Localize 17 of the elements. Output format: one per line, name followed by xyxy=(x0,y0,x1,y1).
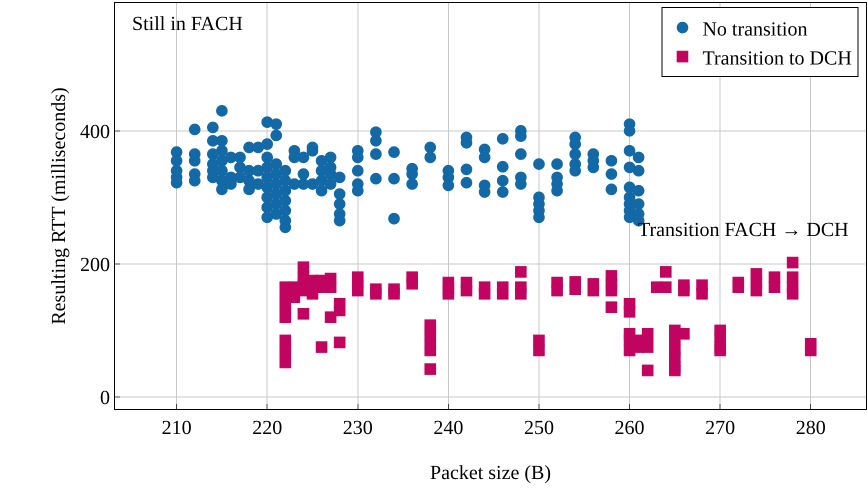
x-tick-label: 240 xyxy=(433,417,464,439)
annotation: Transition FACH → DCH xyxy=(638,219,849,241)
x-tick-label: 250 xyxy=(524,417,554,439)
legend-label: Transition to DCH xyxy=(702,47,852,70)
y-tick-label: 200 xyxy=(80,254,110,276)
x-tick-label: 220 xyxy=(252,417,282,439)
x-axis-title: Packet size (B) xyxy=(430,462,552,484)
annotation: Still in FACH xyxy=(132,13,243,35)
y-tick-label: 0 xyxy=(100,387,110,410)
x-tick-label: 210 xyxy=(162,417,192,439)
legend-label: No transition xyxy=(702,18,808,40)
x-tick-label: 230 xyxy=(342,417,373,439)
x-tick-label: 280 xyxy=(796,417,826,439)
y-axis-title: Resulting RTT (milliseconds) xyxy=(48,87,70,325)
x-tick-label: 260 xyxy=(614,417,645,439)
x-tick-label: 270 xyxy=(705,417,736,439)
y-tick-label: 400 xyxy=(80,120,110,143)
